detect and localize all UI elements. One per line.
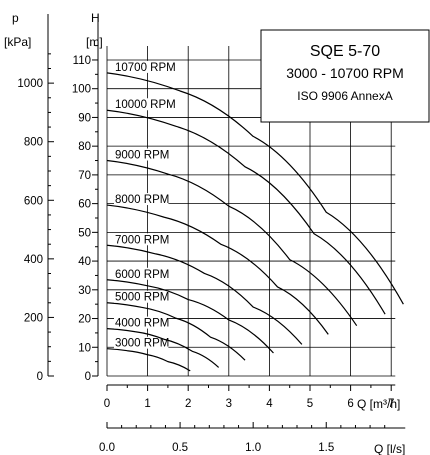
series-label: 5000 RPM: [115, 292, 169, 304]
q-axis-tick-label: 0: [104, 398, 110, 410]
series-label-bg: [114, 193, 169, 206]
series-label: 6000 RPM: [115, 269, 169, 281]
q-axis-tick-label: 3: [226, 398, 232, 410]
h-axis-tick-label: 50: [78, 227, 91, 239]
h-axis-symbol: H: [91, 11, 100, 25]
x-axis-label: Q [m³/h]: [357, 397, 400, 411]
h-axis-tick-label: 80: [78, 141, 91, 153]
q-axis-tick-label: 6: [347, 398, 353, 410]
series-label-bg: [114, 60, 176, 73]
series-line: [106, 348, 191, 372]
q2-axis-tick-label: 1.5: [318, 442, 334, 454]
series-label: 3000 RPM: [115, 338, 169, 350]
p-axis-tick-label: 200: [24, 312, 43, 324]
q-axis-tick-label: 4: [266, 398, 273, 410]
info-box: SQE 5-70 3000 - 10700 RPM ISO 9906 Annex…: [260, 29, 430, 123]
chart-standard: ISO 9906 AnnexA: [297, 89, 392, 103]
series-label-bg: [114, 336, 169, 349]
q-axis-tick-label: 5: [307, 398, 313, 410]
h-axis-tick-label: 20: [78, 314, 91, 326]
p-axis-tick-label: 1000: [17, 78, 43, 90]
q2-axis-tick-label: 0.5: [172, 442, 188, 454]
q-axis-tick-label: 7: [388, 398, 394, 410]
q-axis-tick-label: 1: [144, 398, 150, 410]
p-axis-symbol: p: [12, 11, 19, 25]
h-axis-tick-label: 70: [78, 170, 91, 182]
h-axis-tick-label: 40: [78, 256, 91, 268]
series-line: [106, 72, 404, 305]
series-label: 10000 RPM: [115, 99, 176, 111]
p-axis-tick-label: 600: [24, 195, 43, 207]
info-box-frame: [260, 29, 430, 123]
p-axis-tick-label: 0: [37, 371, 43, 383]
p-axis-tick-label: 400: [24, 254, 43, 266]
curves: 3000 RPM 4000 RPM 5000 RPM 6000 RPM 7000 RPM…: [106, 60, 404, 372]
series-line: [106, 159, 358, 327]
h-axis-tick-label: 30: [78, 285, 91, 297]
series-label: 9000 RPM: [115, 150, 169, 162]
series-label: 8000 RPM: [115, 194, 169, 206]
q2-axis-tick-label: 1.0: [245, 442, 261, 454]
series-line: [106, 279, 274, 354]
axes: 0102030405060708090100110020040060080010…: [17, 14, 406, 454]
series-line: [106, 204, 329, 335]
series-label-bg: [114, 267, 169, 280]
h-axis-tick-label: 10: [78, 342, 91, 354]
series-label-bg: [114, 290, 169, 303]
chart-title: SQE 5-70: [310, 43, 380, 60]
series-line: [106, 327, 220, 368]
p-axis-tick-label: 800: [24, 137, 43, 149]
q-axis-tick-label: 2: [185, 398, 191, 410]
h-axis-tick-label: 110: [73, 55, 91, 67]
series-label-bg: [114, 233, 169, 246]
series-label-bg: [114, 148, 169, 161]
series-label: 7000 RPM: [115, 234, 169, 246]
h-axis-unit: [m]: [86, 35, 103, 49]
series-line: [106, 302, 246, 361]
series-line: [106, 244, 303, 345]
series-label: 10700 RPM: [115, 62, 176, 74]
q2-axis-tick-label: 0.0: [99, 442, 115, 454]
series-label-bg: [114, 98, 176, 111]
h-axis-tick-label: 0: [85, 371, 91, 383]
series-label-bg: [114, 316, 169, 329]
series-label: 4000 RPM: [115, 318, 169, 330]
chart-subtitle: 3000 - 10700 RPM: [286, 65, 404, 81]
h-axis-tick-label: 90: [78, 112, 91, 124]
series-line: [106, 109, 386, 315]
x2-axis-label: Q [l/s]: [374, 442, 405, 455]
h-axis-tick-label: 100: [72, 84, 91, 96]
h-axis-tick-label: 60: [78, 199, 91, 211]
p-axis-unit: [kPa]: [4, 35, 31, 49]
